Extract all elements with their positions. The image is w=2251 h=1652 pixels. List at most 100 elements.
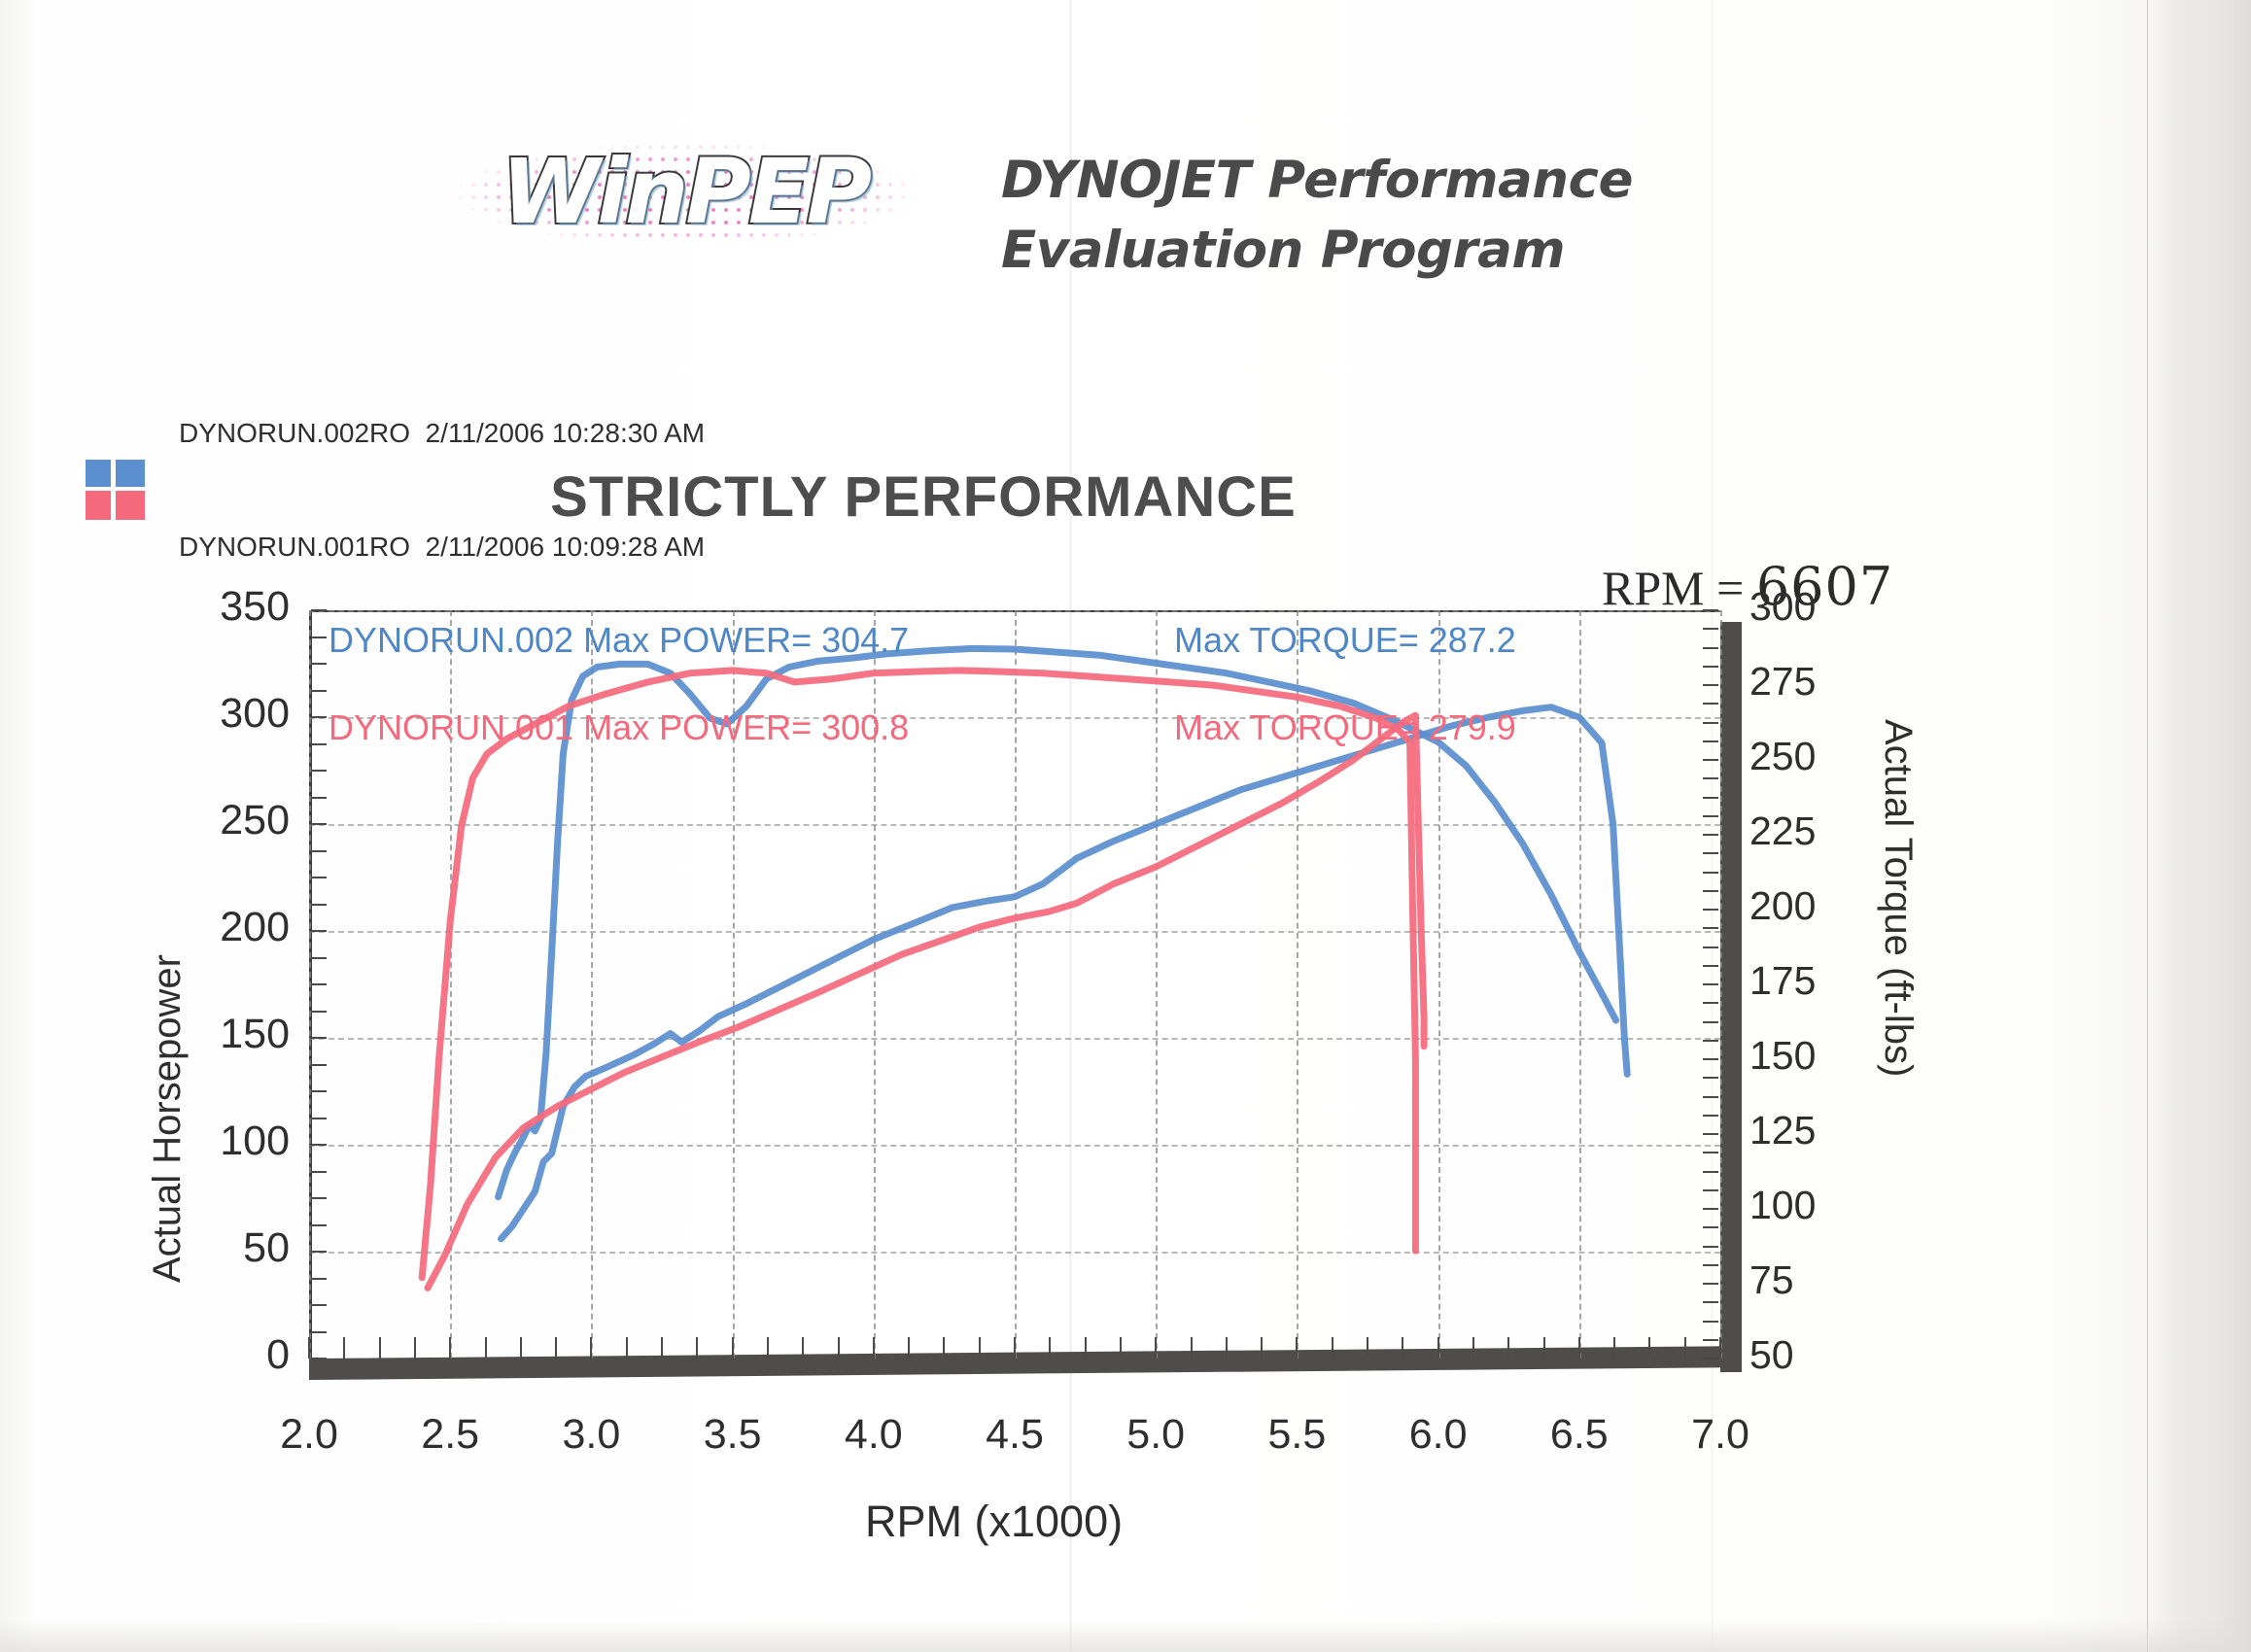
axis-minor-tick xyxy=(1648,1337,1651,1359)
axis-minor-tick xyxy=(1703,1020,1718,1023)
axis-minor-tick xyxy=(311,849,327,852)
axis-minor-tick xyxy=(311,1251,327,1253)
axis-minor-tick xyxy=(311,1010,327,1013)
axis-minor-tick xyxy=(1703,1226,1718,1229)
axis-minor-tick xyxy=(1703,1338,1718,1341)
axis-minor-tick xyxy=(1402,1337,1404,1359)
x-axis-tick-label: 7.0 xyxy=(1691,1411,1749,1458)
axis-minor-tick xyxy=(311,609,327,611)
axis-minor-tick xyxy=(766,1337,769,1359)
axis-minor-tick xyxy=(1703,909,1718,911)
axis-minor-tick xyxy=(1703,684,1718,686)
program-title: DYNOJET Performance Evaluation Program xyxy=(1001,146,1827,286)
curve-dynorun-001-horsepower xyxy=(424,711,1428,1291)
paper-fold xyxy=(1711,0,1714,1652)
y2-axis-tick-label: 225 xyxy=(1749,809,1817,853)
scan-edge-bottom xyxy=(0,1619,2251,1652)
axis-minor-tick xyxy=(343,1337,346,1359)
x-axis-title: RPM (x1000) xyxy=(865,1497,1124,1546)
y2-axis-title: Actual Torque (ft-lbs) xyxy=(1877,719,1920,1078)
axis-minor-tick xyxy=(1437,1337,1439,1359)
axis-minor-tick xyxy=(311,1117,327,1119)
curve-dynorun-002-horsepower xyxy=(498,704,1631,1243)
y-axis-tick-label: 200 xyxy=(220,904,290,950)
axis-minor-tick xyxy=(1703,1058,1718,1060)
axis-minor-tick xyxy=(1542,1337,1545,1359)
x-axis-tick-label: 2.5 xyxy=(421,1411,480,1458)
x-axis-tick-label: 3.5 xyxy=(703,1411,762,1458)
program-title-line1: DYNOJET Performance xyxy=(1001,151,1633,210)
axis-minor-tick xyxy=(1084,1337,1087,1359)
axis-minor-tick xyxy=(311,636,327,638)
legend-swatch-run1-b xyxy=(116,460,145,487)
rpm-annotation-value: 6607 xyxy=(1755,556,1894,617)
axis-minor-tick xyxy=(311,1170,327,1173)
axis-minor-tick xyxy=(1296,1337,1299,1359)
axis-minor-tick xyxy=(311,1063,327,1066)
axis-minor-tick xyxy=(1703,1002,1718,1005)
axis-minor-tick xyxy=(311,663,327,665)
axis-minor-tick xyxy=(1577,1337,1580,1359)
x-axis-tick-label: 4.0 xyxy=(844,1411,903,1458)
rpm-annotation: RPM = 6607 xyxy=(1602,556,1893,617)
legend-swatch-run2-a xyxy=(86,491,111,520)
axis-minor-tick xyxy=(311,983,327,985)
axis-minor-tick xyxy=(625,1337,628,1359)
axis-minor-tick xyxy=(1049,1337,1052,1359)
x-axis-tick-label: 6.5 xyxy=(1549,1411,1609,1458)
run-note-001-torque: Max TORQUE= 279.9 xyxy=(1174,707,1516,748)
axis-minor-tick xyxy=(311,823,327,825)
run-note-002-power-text: DYNORUN.002 Max POWER= 304.7 xyxy=(329,620,910,660)
axis-minor-tick xyxy=(311,877,327,878)
axis-minor-tick xyxy=(1703,1133,1718,1135)
axis-minor-tick xyxy=(1703,964,1718,967)
axis-minor-tick xyxy=(308,1337,310,1359)
axis-minor-tick xyxy=(696,1337,699,1359)
axis-minor-tick xyxy=(1703,1095,1718,1098)
axis-minor-tick xyxy=(1703,1152,1718,1154)
legend-swatches xyxy=(86,460,150,520)
axis-minor-tick xyxy=(1703,721,1718,724)
rpm-annotation-label: RPM = xyxy=(1602,561,1745,615)
x-axis-tick-label: 5.0 xyxy=(1126,1411,1186,1458)
axis-minor-tick xyxy=(311,956,327,959)
axis-minor-tick xyxy=(943,1337,946,1359)
axis-minor-tick xyxy=(1703,871,1718,874)
axis-minor-tick xyxy=(1703,628,1718,631)
axis-minor-tick xyxy=(1703,609,1718,611)
x-axis-tick-label: 3.0 xyxy=(562,1411,621,1458)
scan-edge-right xyxy=(2147,0,2251,1652)
axis-minor-tick xyxy=(1703,740,1718,742)
axis-minor-tick xyxy=(1703,834,1718,836)
axis-minor-tick xyxy=(1261,1337,1264,1359)
legend-swatch-run1-a xyxy=(86,460,111,487)
paper-fold xyxy=(1069,0,1072,1652)
axis-minor-tick xyxy=(555,1337,558,1359)
chart-title: STRICTLY PERFORMANCE xyxy=(550,465,1297,529)
axis-minor-tick xyxy=(1703,889,1718,892)
axis-minor-tick xyxy=(908,1337,911,1359)
x-axis-tick-label: 6.0 xyxy=(1408,1411,1468,1458)
axis-minor-tick xyxy=(1703,1114,1718,1117)
y2-axis-tick-label: 250 xyxy=(1749,734,1817,778)
axis-minor-tick xyxy=(1719,1337,1721,1359)
axis-minor-tick xyxy=(1703,1245,1718,1248)
y2-axis-tick-label: 50 xyxy=(1749,1332,1794,1377)
axis-minor-tick xyxy=(311,1223,327,1226)
axis-minor-tick xyxy=(311,689,327,692)
axis-minor-tick xyxy=(413,1337,416,1359)
winpep-logo: WinPEP xyxy=(413,136,957,253)
axis-minor-tick xyxy=(1703,777,1718,780)
axis-minor-tick xyxy=(519,1337,522,1359)
logo-halo xyxy=(413,136,957,253)
run-note-001-power: DYNORUN.001 Max POWER= 300.8 xyxy=(329,707,909,748)
legend-text: DYNORUN.002RO 2/11/2006 10:28:30 AM DYNO… xyxy=(179,338,705,641)
axis-minor-tick xyxy=(1703,703,1718,706)
axis-minor-tick xyxy=(1703,1077,1718,1080)
axis-minor-tick xyxy=(1703,1170,1718,1173)
axis-minor-tick xyxy=(872,1337,875,1359)
axis-minor-tick xyxy=(378,1337,381,1359)
axis-minor-tick xyxy=(311,1197,327,1199)
axis-minor-tick xyxy=(311,1304,327,1306)
